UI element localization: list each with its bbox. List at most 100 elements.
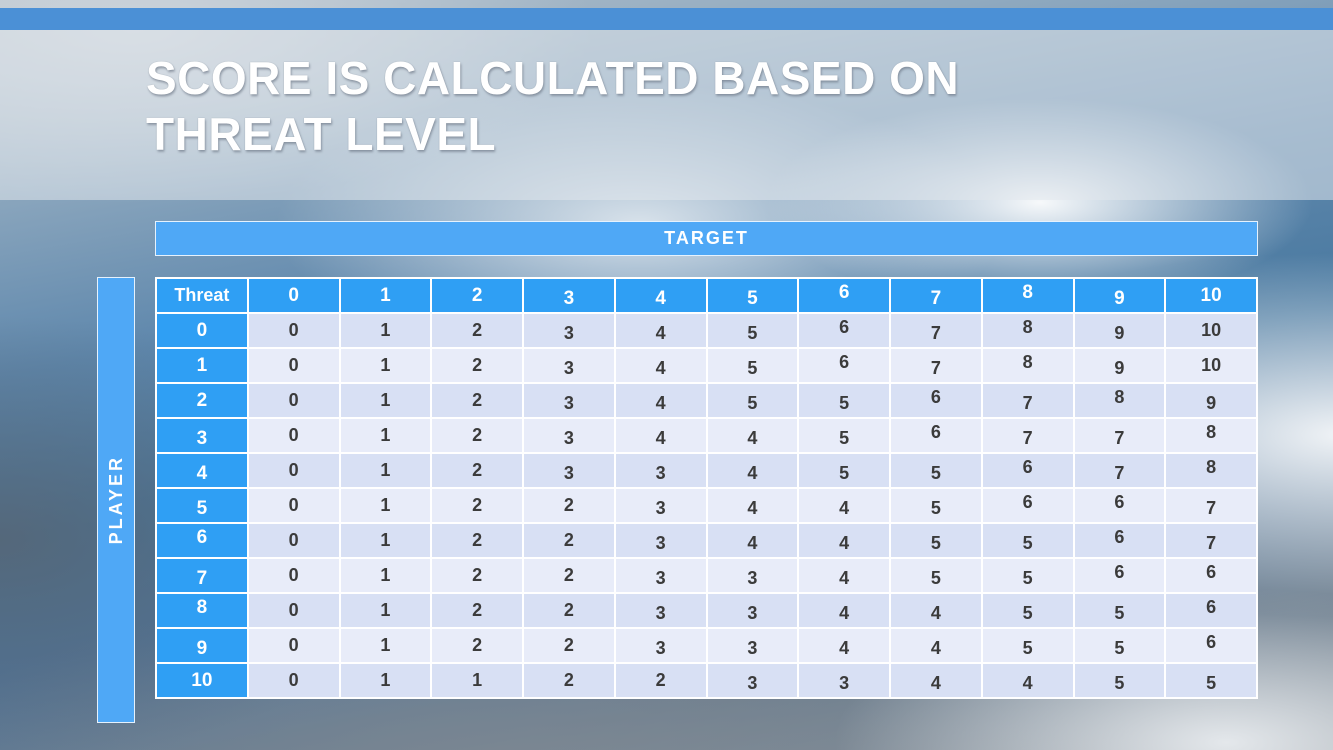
score-table-head: Threat 0 1 2 3 4 5 6 7 8 9 10 xyxy=(155,277,1258,314)
column-header: 0 xyxy=(246,277,341,314)
score-cell: 7 xyxy=(889,312,983,349)
table-row: 5 0 1 2 2 3 4 4 5 6 6 7 xyxy=(155,487,1258,524)
score-cell: 5 xyxy=(705,382,800,419)
score-cell-value: 3 xyxy=(839,673,850,693)
score-cell: 10 xyxy=(1164,347,1258,384)
score-cell: 0 xyxy=(246,347,341,384)
score-cell: 8 xyxy=(1164,417,1258,454)
score-cell-value: 8 xyxy=(1206,457,1217,477)
score-cell-value: 9 xyxy=(1206,393,1217,413)
table-row: 1 0 1 2 3 4 5 6 7 8 9 10 xyxy=(155,347,1258,384)
score-cell: 6 xyxy=(1072,522,1167,559)
score-cell-value: 2 xyxy=(472,390,483,410)
score-cell: 2 xyxy=(522,522,616,559)
score-cell: 2 xyxy=(430,627,524,664)
column-header-value: 3 xyxy=(563,287,575,309)
score-cell-value: 5 xyxy=(1114,673,1125,693)
row-header-value: 0 xyxy=(196,319,208,341)
score-cell-value: 1 xyxy=(380,320,391,340)
score-cell-value: 5 xyxy=(839,428,850,448)
score-cell-value: 1 xyxy=(380,495,391,515)
score-cell: 10 xyxy=(1164,312,1258,349)
score-cell-value: 5 xyxy=(839,393,850,413)
score-cell-value: 3 xyxy=(563,428,574,448)
score-cell-value: 6 xyxy=(1022,492,1033,512)
score-cell: 6 xyxy=(797,347,891,384)
column-header-value: 1 xyxy=(380,284,391,306)
score-cell-value: 1 xyxy=(380,635,391,655)
score-cell-value: 4 xyxy=(655,428,666,448)
score-cell: 5 xyxy=(889,522,983,559)
score-cell-value: 6 xyxy=(1206,632,1217,652)
score-cell-value: 6 xyxy=(839,317,850,337)
score-cell: 5 xyxy=(1072,662,1167,699)
row-header: 5 xyxy=(155,487,249,524)
score-cell-value: 3 xyxy=(747,568,758,588)
score-cell: 5 xyxy=(1164,662,1258,699)
player-axis-label: PLAYER xyxy=(105,455,126,545)
score-cell-value: 3 xyxy=(655,498,666,518)
score-cell: 0 xyxy=(246,592,341,629)
score-cell-value: 2 xyxy=(563,565,574,585)
score-cell: 6 xyxy=(980,487,1075,524)
score-cell-value: 5 xyxy=(930,498,941,518)
score-cell: 0 xyxy=(246,522,341,559)
score-cell: 9 xyxy=(1072,347,1167,384)
score-cell: 3 xyxy=(705,557,800,594)
score-table-body: 0 0 1 2 3 4 5 6 7 8 9 10 1 0 1 2 3 4 5 6 7 8 9 10 2 0 1 2 3 4 5 5 6 7 8 9 3 0… xyxy=(155,312,1258,699)
score-cell: 2 xyxy=(430,557,524,594)
score-cell: 1 xyxy=(338,382,433,419)
score-cell: 7 xyxy=(1164,522,1258,559)
score-cell-value: 2 xyxy=(472,355,483,375)
score-cell-value: 7 xyxy=(1206,498,1217,518)
score-cell-value: 5 xyxy=(930,533,941,553)
score-cell-value: 1 xyxy=(380,355,391,375)
score-cell: 1 xyxy=(338,312,433,349)
score-cell-value: 0 xyxy=(288,355,299,375)
score-cell: 5 xyxy=(705,347,800,384)
column-header: 2 xyxy=(430,277,524,314)
column-header: 1 xyxy=(338,277,433,314)
column-header-value: 2 xyxy=(471,284,483,306)
score-cell: 5 xyxy=(797,382,891,419)
score-cell: 3 xyxy=(613,592,708,629)
score-cell: 2 xyxy=(522,627,616,664)
score-cell-value: 2 xyxy=(563,635,574,655)
score-cell-value: 4 xyxy=(655,323,666,343)
score-cell: 6 xyxy=(1164,592,1258,629)
score-cell-value: 4 xyxy=(747,533,758,553)
score-cell-value: 4 xyxy=(747,498,758,518)
score-cell-value: 6 xyxy=(1206,562,1217,582)
row-header: 1 xyxy=(155,347,249,384)
score-cell: 6 xyxy=(1072,487,1167,524)
column-header-value: 9 xyxy=(1114,287,1125,309)
score-cell: 1 xyxy=(338,417,433,454)
score-cell: 5 xyxy=(980,557,1075,594)
score-cell: 4 xyxy=(797,522,891,559)
score-cell: 6 xyxy=(980,452,1075,489)
score-cell: 4 xyxy=(613,312,708,349)
score-cell-value: 0 xyxy=(288,565,299,585)
score-cell-value: 3 xyxy=(655,463,666,483)
score-cell-value: 3 xyxy=(747,673,758,693)
score-cell-value: 3 xyxy=(655,638,666,658)
column-header-value: 10 xyxy=(1200,284,1222,306)
score-cell: 5 xyxy=(980,592,1075,629)
table-row: 9 0 1 2 2 3 3 4 4 5 5 6 xyxy=(155,627,1258,664)
score-cell-value: 8 xyxy=(1114,387,1125,407)
score-cell: 6 xyxy=(1164,557,1258,594)
row-header: 10 xyxy=(155,662,249,699)
score-cell: 5 xyxy=(889,487,983,524)
score-cell-value: 2 xyxy=(563,670,574,690)
score-cell-value: 5 xyxy=(1022,533,1033,553)
score-cell: 7 xyxy=(980,382,1075,419)
row-header: 6 xyxy=(155,522,249,559)
score-cell-value: 7 xyxy=(1022,393,1033,413)
score-cell: 2 xyxy=(430,312,524,349)
score-cell-value: 6 xyxy=(1022,457,1033,477)
score-cell: 2 xyxy=(522,592,616,629)
score-cell: 6 xyxy=(797,312,891,349)
score-cell-value: 0 xyxy=(288,425,299,445)
score-cell: 3 xyxy=(613,452,708,489)
score-cell: 2 xyxy=(430,452,524,489)
